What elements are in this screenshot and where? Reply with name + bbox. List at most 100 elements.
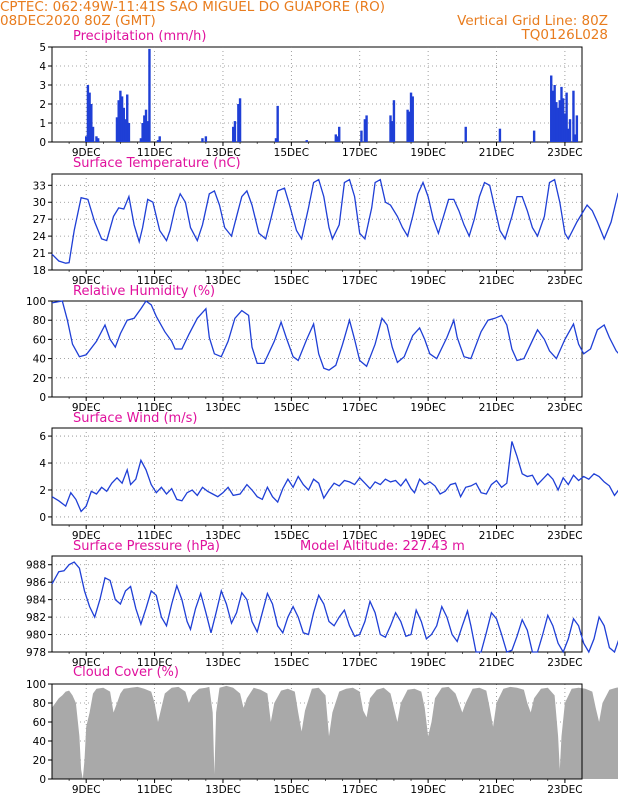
precip-bar [565, 92, 568, 142]
precip-title: Precipitation (mm/h) [73, 29, 207, 44]
y-tick-label: 0 [39, 512, 46, 524]
x-tick-label: 17DEC [342, 275, 377, 287]
precip-bar [86, 85, 90, 142]
y-tick-label: 978 [26, 647, 46, 659]
y-tick-label: 3 [39, 80, 46, 92]
panel-frame [51, 555, 583, 653]
y-tick-label: 33 [33, 180, 46, 192]
y-tick-label: 80 [33, 698, 46, 710]
precip-bar [336, 136, 339, 142]
precip-bar [148, 48, 151, 142]
precip-bar [120, 96, 124, 142]
y-tick-label: 0 [39, 137, 46, 149]
model-altitude: Model Altitude: 227.43 m [300, 539, 465, 554]
y-tick-label: 984 [26, 595, 46, 607]
x-tick-label: 13DEC [205, 147, 240, 159]
x-tick-label: 21DEC [479, 275, 514, 287]
y-tick-label: 100 [26, 296, 46, 308]
y-tick-label: 80 [33, 315, 46, 327]
x-tick-label: 17DEC [342, 530, 377, 542]
precip-bar [122, 107, 126, 142]
x-tick-label: 15DEC [274, 275, 309, 287]
y-tick-label: 2 [39, 485, 46, 497]
precip-bar [561, 98, 565, 142]
y-tick-label: 40 [33, 736, 46, 748]
precip-bar [141, 123, 144, 142]
y-tick-label: 21 [33, 248, 46, 260]
precip-bar [158, 136, 161, 142]
precip-bar [567, 128, 570, 142]
precip-bar [556, 107, 560, 142]
precip-bar [334, 134, 338, 142]
x-tick-label: 19DEC [410, 784, 445, 796]
precip-bar [91, 126, 95, 142]
x-tick-label: 15DEC [274, 784, 309, 796]
x-tick-label: 15DEC [274, 402, 309, 414]
x-tick-label: 9DEC [72, 147, 101, 159]
precip-bar [551, 90, 555, 142]
series-line [51, 561, 618, 654]
grid-line-note: Vertical Grid Line: 80Z [457, 13, 608, 29]
panel-frame [51, 427, 583, 526]
precip-bar [156, 140, 160, 142]
precip-bar [238, 98, 242, 142]
x-tick-label: 9DEC [72, 402, 101, 414]
x-tick-label: 19DEC [410, 275, 445, 287]
precip-bar [117, 100, 120, 142]
panel-frame [51, 173, 583, 271]
precip-bar [84, 136, 88, 142]
x-tick-label: 21DEC [479, 530, 514, 542]
x-tick-label: 23DEC [547, 147, 582, 159]
precip-bar [572, 90, 575, 142]
y-tick-label: 986 [26, 577, 46, 589]
precip-bar [115, 117, 119, 142]
precip-bar [392, 100, 396, 142]
precip-bar [391, 121, 394, 142]
rh-title: Relative Humidity (%) [73, 284, 216, 299]
x-tick-label: 13DEC [205, 530, 240, 542]
temp-title: Surface Temperature (nC) [73, 156, 241, 171]
x-tick-label: 21DEC [479, 402, 514, 414]
x-tick-label: 17DEC [342, 402, 377, 414]
y-tick-label: 60 [33, 717, 46, 729]
x-tick-label: 15DEC [274, 530, 309, 542]
x-tick-label: 17DEC [342, 784, 377, 796]
y-tick-label: 2 [39, 99, 46, 111]
model-code: TQ0126L028 [521, 27, 608, 43]
x-tick-label: 11DEC [137, 530, 172, 542]
precip-bar [555, 102, 558, 142]
cloud-title: Cloud Cover (%) [73, 665, 179, 680]
precip-bar [201, 138, 204, 142]
x-tick-label: 21DEC [479, 657, 514, 669]
precip-bar [563, 113, 567, 142]
precip-bar [232, 126, 235, 142]
cloud-area [52, 685, 618, 779]
precip-bar [560, 86, 563, 142]
x-tick-label: 19DEC [410, 402, 445, 414]
x-tick-label: 11DEC [137, 147, 172, 159]
x-tick-label: 23DEC [547, 402, 582, 414]
x-tick-label: 19DEC [410, 530, 445, 542]
precip-bar [411, 96, 414, 142]
precip-bar [204, 136, 208, 142]
y-tick-label: 5 [39, 42, 46, 54]
precip-bar [139, 138, 143, 142]
y-tick-label: 6 [39, 431, 46, 443]
precip-bar [363, 119, 367, 142]
y-tick-label: 980 [26, 630, 46, 642]
pressure-title: Surface Pressure (hPa) [73, 539, 220, 554]
precip-bar [90, 104, 93, 142]
precip-bar [409, 92, 413, 142]
precip-bar [146, 121, 149, 142]
precip-bar [127, 123, 131, 142]
x-tick-label: 13DEC [205, 275, 240, 287]
x-tick-label: 23DEC [547, 275, 582, 287]
precip-bar [338, 126, 341, 142]
x-tick-label: 11DEC [137, 402, 172, 414]
y-tick-label: 4 [39, 61, 46, 73]
y-tick-label: 982 [26, 612, 46, 624]
precip-bar [124, 119, 127, 142]
precip-bar [96, 138, 100, 142]
y-tick-label: 27 [33, 214, 46, 226]
